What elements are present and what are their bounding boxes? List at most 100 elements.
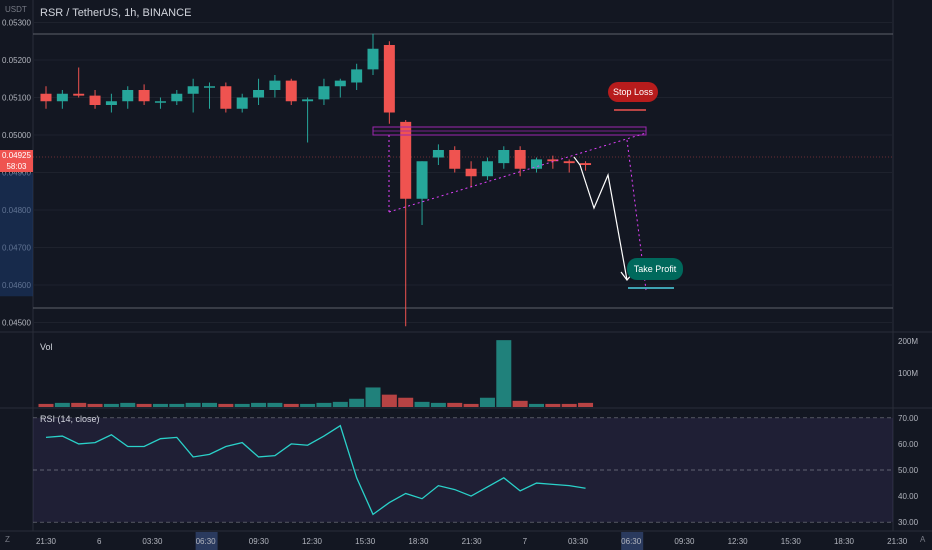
current-price-tag: 0.04925 58:03 xyxy=(0,150,33,172)
volume-bar[interactable] xyxy=(54,402,70,407)
candle-body[interactable] xyxy=(56,93,68,102)
price-tick-label: 0.05000 xyxy=(2,131,31,140)
volume-bar[interactable] xyxy=(447,402,463,407)
zoom-button[interactable]: Z xyxy=(5,535,10,544)
volume-bar[interactable] xyxy=(365,387,381,407)
candle-body[interactable] xyxy=(302,99,314,102)
volume-bar[interactable] xyxy=(332,401,348,407)
candle-body[interactable] xyxy=(465,168,477,177)
take-profit-text: Take Profit xyxy=(633,264,677,274)
candle-body[interactable] xyxy=(154,101,166,103)
time-tick-label: 06:30 xyxy=(621,537,642,546)
time-tick-label: 6 xyxy=(97,537,102,546)
volume-bar[interactable] xyxy=(512,400,528,407)
volume-bar[interactable] xyxy=(561,403,577,407)
volume-bar[interactable] xyxy=(430,402,446,407)
volume-bar[interactable] xyxy=(71,402,87,407)
volume-bar[interactable] xyxy=(496,340,512,407)
volume-bar[interactable] xyxy=(185,402,201,407)
candle-body[interactable] xyxy=(580,163,592,165)
auto-scale-button[interactable]: A xyxy=(920,535,926,544)
volume-bar[interactable] xyxy=(218,403,234,407)
candle-body[interactable] xyxy=(253,90,265,98)
candle-body[interactable] xyxy=(514,150,526,169)
candle-body[interactable] xyxy=(269,80,281,90)
candle-body[interactable] xyxy=(40,93,52,102)
candle-body[interactable] xyxy=(400,121,412,199)
pattern-drawings[interactable] xyxy=(372,109,674,291)
candle-body[interactable] xyxy=(383,45,395,113)
volume-bar[interactable] xyxy=(414,401,430,407)
candle-body[interactable] xyxy=(416,161,428,199)
candle-body[interactable] xyxy=(138,90,150,102)
candle-body[interactable] xyxy=(481,161,493,177)
volume-bar[interactable] xyxy=(381,394,397,407)
stop-loss-label[interactable]: Stop Loss xyxy=(608,82,658,102)
volume-bar[interactable] xyxy=(283,403,299,407)
candle-body[interactable] xyxy=(367,48,379,70)
volume-bar[interactable] xyxy=(545,403,561,407)
volume-bar[interactable] xyxy=(529,403,544,407)
candle-body[interactable] xyxy=(498,150,510,164)
volume-bar[interactable] xyxy=(463,403,479,407)
rsi-pane[interactable] xyxy=(33,417,893,523)
volume-tick-label: 100M xyxy=(898,369,918,378)
candle-body[interactable] xyxy=(236,97,248,109)
candle-body[interactable] xyxy=(285,80,297,102)
rsi-line[interactable] xyxy=(45,424,586,516)
symbol-title[interactable]: RSR / TetherUS, 1h, BINANCE xyxy=(40,7,192,19)
volume-bar[interactable] xyxy=(349,398,365,407)
volume-bar[interactable] xyxy=(136,403,152,407)
volume-pane[interactable] xyxy=(38,340,594,407)
price-tick-label: 0.05300 xyxy=(2,19,31,28)
candle-body[interactable] xyxy=(334,80,346,87)
time-cursor-highlight xyxy=(621,532,644,550)
volume-tick-label: 200M xyxy=(898,337,918,346)
candle-body[interactable] xyxy=(89,95,101,105)
candle-body[interactable] xyxy=(351,69,363,83)
time-tick-label: 21:30 xyxy=(36,537,57,546)
candle-body[interactable] xyxy=(220,86,232,109)
volume-bar[interactable] xyxy=(169,403,185,407)
volume-bar[interactable] xyxy=(398,397,414,407)
candle-body[interactable] xyxy=(432,150,444,158)
volume-bar[interactable] xyxy=(578,402,594,407)
volume-bar[interactable] xyxy=(234,403,250,407)
price-pane[interactable] xyxy=(33,33,893,327)
volume-bar[interactable] xyxy=(120,402,136,407)
volume-bar[interactable] xyxy=(38,403,54,407)
volume-bar[interactable] xyxy=(87,403,103,407)
candle-body[interactable] xyxy=(204,86,215,88)
currency-label[interactable]: USDT xyxy=(5,5,27,14)
volume-bar[interactable] xyxy=(316,402,332,407)
candle-body[interactable] xyxy=(531,159,542,169)
time-tick-label: 06:30 xyxy=(196,537,217,546)
candle-body[interactable] xyxy=(171,93,183,102)
candle-body[interactable] xyxy=(563,161,575,164)
candle-body[interactable] xyxy=(449,150,461,169)
projection-path[interactable] xyxy=(573,156,628,281)
rsi-tick-label: 40.00 xyxy=(898,492,919,501)
price-tick-label: 0.05100 xyxy=(2,94,31,103)
candle-body[interactable] xyxy=(122,90,134,102)
volume-bar[interactable] xyxy=(202,402,217,407)
time-tick-label: 15:30 xyxy=(781,537,802,546)
candle-body[interactable] xyxy=(105,101,117,105)
candle-body[interactable] xyxy=(73,93,85,96)
volume-bar[interactable] xyxy=(103,403,119,407)
volume-bar[interactable] xyxy=(300,403,316,407)
price-tick-label: 0.04500 xyxy=(2,319,31,328)
candle-body[interactable] xyxy=(318,86,330,100)
axes: 0.053000.052000.051000.050000.049000.048… xyxy=(0,19,919,550)
candle-body[interactable] xyxy=(547,159,559,162)
volume-bar[interactable] xyxy=(267,402,283,407)
candle-body[interactable] xyxy=(187,86,199,94)
volume-bar[interactable] xyxy=(479,397,495,407)
volume-bar[interactable] xyxy=(152,403,168,407)
take-profit-label[interactable]: Take Profit xyxy=(627,258,683,280)
volume-bar[interactable] xyxy=(251,402,267,407)
time-tick-label: 18:30 xyxy=(408,537,429,546)
rsi-tick-label: 30.00 xyxy=(898,518,919,527)
